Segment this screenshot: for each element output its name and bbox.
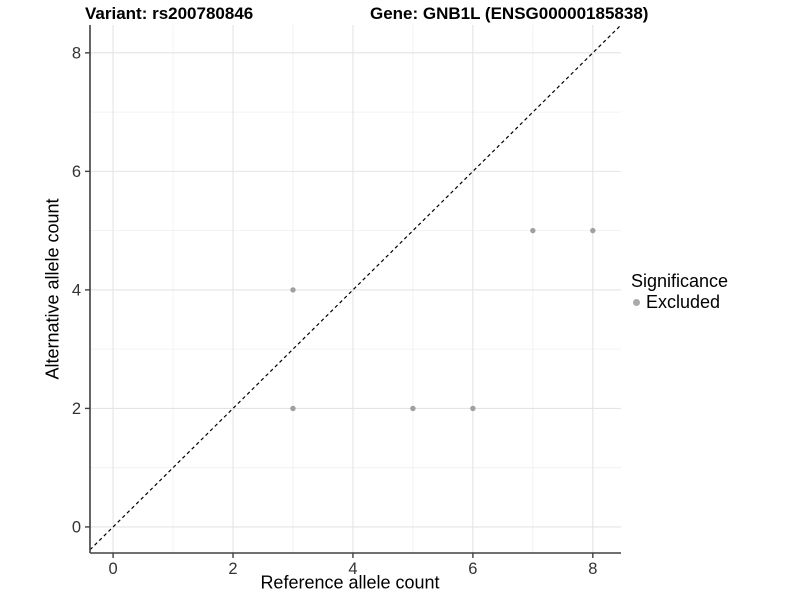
svg-text:0: 0 — [108, 560, 117, 578]
svg-text:6: 6 — [468, 560, 477, 578]
svg-text:8: 8 — [588, 560, 597, 578]
y-axis-label: Alternative allele count — [42, 198, 63, 380]
legend-title: Significance — [631, 271, 729, 291]
svg-text:4: 4 — [72, 281, 81, 299]
svg-text:2: 2 — [72, 400, 81, 418]
svg-text:4: 4 — [348, 560, 357, 578]
legend-marker-icon — [633, 298, 640, 306]
svg-text:8: 8 — [72, 44, 81, 62]
legend-item: Excluded — [631, 292, 728, 312]
svg-text:0: 0 — [72, 518, 81, 536]
plot-title-gene: Gene: GNB1L (ENSG00000185838) — [370, 4, 649, 23]
legend: Significance Excluded — [631, 271, 728, 312]
svg-text:6: 6 — [72, 163, 81, 181]
svg-text:2: 2 — [228, 560, 237, 578]
plot-title-variant: Variant: rs200780846 — [85, 4, 254, 23]
legend-item-label: Excluded — [646, 292, 721, 312]
x-axis-label: Reference allele count — [260, 572, 440, 593]
